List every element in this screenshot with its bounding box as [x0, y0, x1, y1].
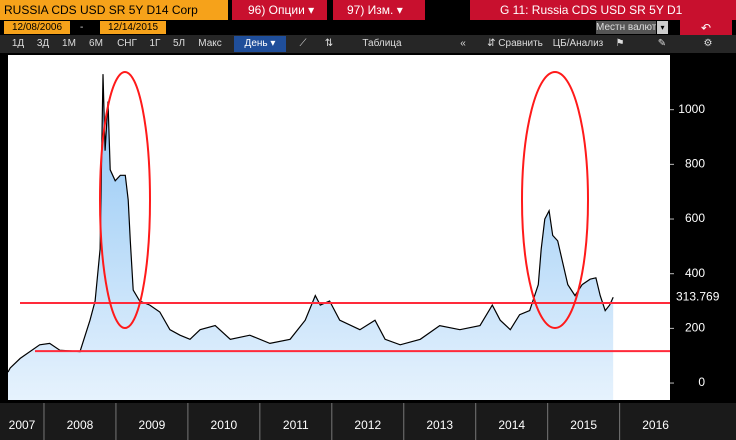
collapse-button[interactable]: «: [460, 38, 466, 49]
frequency-button[interactable]: День ▾: [234, 36, 286, 52]
x-tick-label: 2011: [283, 418, 309, 432]
analysis-label: ЦБ/Анализ: [552, 38, 604, 49]
x-tick-label: 2015: [570, 418, 597, 432]
compare-label: Сравнить: [498, 38, 543, 49]
y-tick-label: 0: [698, 375, 705, 389]
axes: 0 200 400 600 800 1000 2007 2008 2009 2010 2011 201…: [9, 102, 724, 440]
edit-button[interactable]: 97) Изм. ▾: [333, 0, 425, 20]
edit-tools-button[interactable]: ✎: [657, 38, 667, 49]
y-tick-label: 200: [685, 321, 705, 335]
x-tick-label: 2007: [9, 418, 36, 432]
highlight-ellipse: [521, 71, 589, 329]
y-tick-label: 800: [685, 157, 705, 171]
x-tick-label: 2012: [354, 418, 381, 432]
period-button[interactable]: 3Д: [36, 38, 50, 49]
plot: [8, 74, 670, 400]
period-button[interactable]: Макс: [198, 38, 222, 49]
x-tick-label: 2014: [498, 418, 525, 432]
currency-dropdown[interactable]: ▾: [657, 21, 668, 34]
currency-select[interactable]: Местн валюта: [596, 21, 656, 34]
x-tick-label: 2009: [139, 418, 166, 432]
period-button[interactable]: 6М: [89, 38, 103, 49]
series-line: [8, 74, 614, 373]
y-tick-label: 400: [685, 266, 705, 280]
options-label: 96) Опции: [248, 3, 305, 17]
x-axis-band: [0, 403, 736, 440]
period-button[interactable]: 5Л: [172, 38, 186, 49]
undo-button[interactable]: ↶: [680, 20, 732, 36]
last-value-label: 313.769: [676, 289, 720, 303]
security-field[interactable]: RUSSIA CDS USD SR 5Y D14 Corp: [0, 0, 228, 20]
last-value-box: [672, 289, 724, 305]
highlight-ellipse: [99, 71, 151, 329]
period-button[interactable]: 1М: [62, 38, 76, 49]
start-date[interactable]: 12/08/2006: [4, 21, 70, 34]
indicator-button[interactable]: ⇅: [324, 38, 334, 49]
toolbar-strip: [0, 35, 736, 53]
compare-button[interactable]: ⇵ Сравнить: [487, 38, 543, 49]
chart-style-button[interactable]: ⟋: [299, 38, 307, 49]
y-tick-label: 600: [685, 211, 705, 225]
period-button[interactable]: 1Д: [11, 38, 25, 49]
window-title: G 11: Russia CDS USD SR 5Y D1: [470, 0, 736, 20]
table-label: Таблица: [362, 38, 402, 49]
date-separator: -: [80, 22, 84, 33]
settings-button[interactable]: ⚙: [703, 38, 713, 49]
analysis-button[interactable]: ЦБ/Анализ: [548, 36, 608, 52]
table-button[interactable]: Таблица: [352, 36, 412, 52]
edit-label: 97) Изм.: [347, 3, 394, 17]
x-tick-label: 2013: [426, 418, 453, 432]
period-button[interactable]: СНГ: [117, 38, 137, 49]
options-button[interactable]: 96) Опции ▾: [232, 0, 327, 20]
y-tick-label: 1000: [678, 102, 705, 116]
period-button[interactable]: 1Г: [149, 38, 161, 49]
flag-button[interactable]: ⚑: [615, 38, 625, 49]
x-tick-label: 2008: [67, 418, 94, 432]
x-tick-label: 2010: [211, 418, 238, 432]
frequency-label: День: [244, 38, 268, 49]
x-tick-label: 2016: [642, 418, 669, 432]
area-fill: [8, 74, 614, 400]
end-date[interactable]: 12/14/2015: [100, 21, 166, 34]
